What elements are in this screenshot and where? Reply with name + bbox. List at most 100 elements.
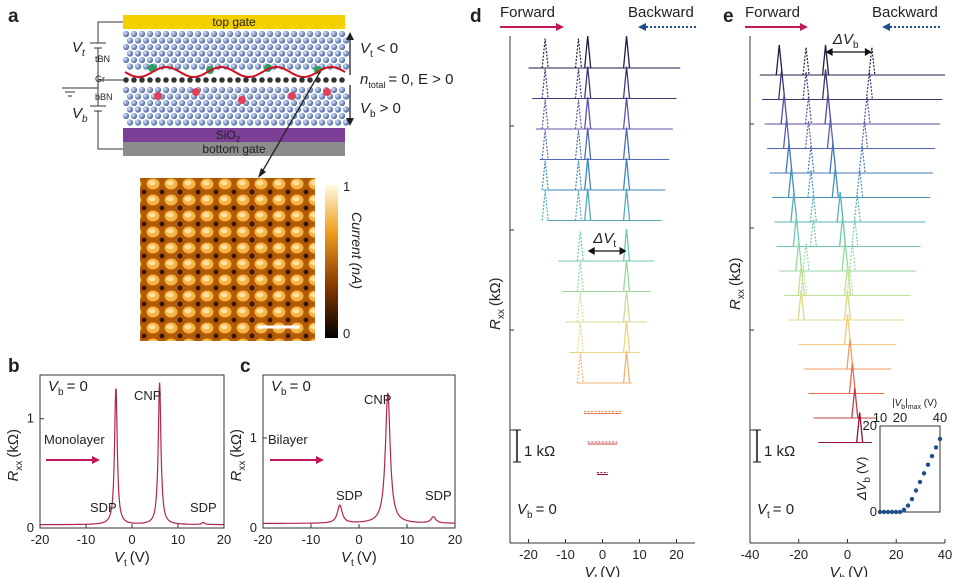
inset-point [885, 509, 891, 515]
backward-peak [807, 145, 815, 174]
forward-peak [795, 240, 803, 272]
forward-peak [824, 93, 832, 125]
forward-peak [584, 66, 592, 99]
y-axis-label: Rxx(kΩ) [228, 429, 248, 482]
sio2-layer [123, 128, 345, 142]
x-tick-label: 20 [448, 532, 462, 547]
vt-label: Vt [72, 39, 86, 59]
delta-vt-label: ΔVt [592, 230, 616, 250]
inset-point [917, 479, 923, 485]
forward-peak [787, 167, 796, 198]
inset-frame [879, 425, 941, 513]
inset-point [901, 507, 907, 513]
y-tick-label: 0 [27, 520, 34, 535]
moire-current-map [140, 178, 315, 341]
backward-peak [800, 267, 808, 296]
backward-peak [802, 47, 810, 76]
forward-peak [826, 118, 835, 149]
backward-peak [797, 292, 805, 321]
backward-peak [843, 292, 852, 321]
backward-peak [574, 99, 583, 130]
bbn-atoms [122, 86, 350, 126]
x-tick-label: 10 [171, 532, 185, 547]
x-tick-label: -40 [741, 547, 760, 562]
panel-label-d: d [470, 6, 482, 27]
y-tick-label: 0 [250, 520, 257, 535]
forward-peak [829, 142, 837, 174]
backward-peak [576, 292, 584, 323]
cnp-label: CNP [364, 392, 391, 407]
backward-peak [860, 120, 869, 149]
x-tick-label: -10 [556, 547, 575, 562]
backward-peak [856, 169, 864, 198]
x-tick-label: 20 [217, 532, 231, 547]
stm-image: 1 0 Current (nA) [140, 178, 365, 341]
forward-peak [792, 216, 800, 247]
forward-peak [797, 289, 805, 321]
backward-peak [809, 218, 817, 247]
inset-x-tick: 20 [893, 410, 907, 425]
inset-y-tick: 0 [870, 504, 877, 519]
tbn-atoms [122, 30, 350, 74]
backward-peak [868, 47, 876, 76]
moire-potential-wave [124, 65, 346, 79]
backward-peak [853, 194, 861, 223]
backward-peak [574, 160, 583, 191]
sio2-label: SiO2 [216, 128, 241, 144]
x-tick-label: 20 [669, 547, 683, 562]
backward-peak [576, 231, 584, 262]
x-tick-label: 0 [128, 532, 135, 547]
backward-peak [541, 68, 549, 99]
backward-peak [574, 38, 583, 69]
y-tick-label: 1 [250, 430, 257, 445]
legend-d: Forward Backward [500, 4, 696, 31]
backward-peak [802, 71, 810, 100]
cnp-label: CNP [134, 388, 161, 403]
forward-peak [622, 35, 631, 69]
charge-dot [154, 92, 162, 100]
legend-forward-d: Forward [500, 4, 555, 21]
x-axis-label: Vt(V) [114, 549, 150, 569]
x-tick-label: 10 [632, 547, 646, 562]
sdp-left-label: SDP [336, 488, 363, 503]
backward-peak [541, 38, 549, 69]
gate-circuit [62, 21, 123, 150]
plot-frame [262, 374, 456, 529]
vb-label: Vb [72, 105, 88, 125]
panel-label-c: c [240, 356, 251, 377]
forward-peak [821, 69, 830, 100]
inset-y-label: ΔVb(V) [854, 457, 873, 501]
charge-dot [192, 88, 200, 96]
gate-annotation: Vb = 0 [48, 378, 88, 398]
y-axis-label: Rxx(kΩ) [487, 277, 507, 330]
sdp-left-label: SDP [90, 500, 117, 515]
graphene-atoms [123, 77, 345, 83]
backward-peak [807, 169, 815, 198]
scale-bar-label: 1 kΩ [764, 443, 795, 460]
backward-peak [574, 129, 583, 160]
legend-backward-e: Backward [872, 4, 938, 21]
forward-peak [622, 320, 631, 353]
bottom-curve-label: Vb = 0 [517, 501, 557, 521]
top-gate-label: top gate [212, 15, 256, 29]
forward-peak [775, 44, 783, 76]
forward-peak [622, 127, 631, 160]
y-axis-label: Rxx(kΩ) [727, 257, 747, 310]
panel-label-e: e [723, 6, 734, 27]
colorbar-title: Current (nA) [349, 212, 365, 289]
backward-peak [804, 96, 813, 125]
backward-peak [846, 267, 854, 296]
x-axis-label: Vt(V) [341, 549, 377, 569]
scale-bar-label: 1 kΩ [524, 443, 555, 460]
x-tick-label: 0 [844, 547, 851, 562]
forward-peak [790, 191, 798, 223]
chart-d: -20 -10 0 10 20 Vt(V) Rxx(kΩ) ΔVt 1 kΩ Vb= 0 [487, 35, 695, 577]
legend-backward-d: Backward [628, 4, 694, 21]
inset-point [921, 471, 927, 476]
condition-vb: Vb > 0 [360, 100, 401, 120]
backward-peak [802, 243, 810, 272]
gr-label: Gr [95, 74, 105, 84]
x-tick-label: -20 [519, 547, 538, 562]
